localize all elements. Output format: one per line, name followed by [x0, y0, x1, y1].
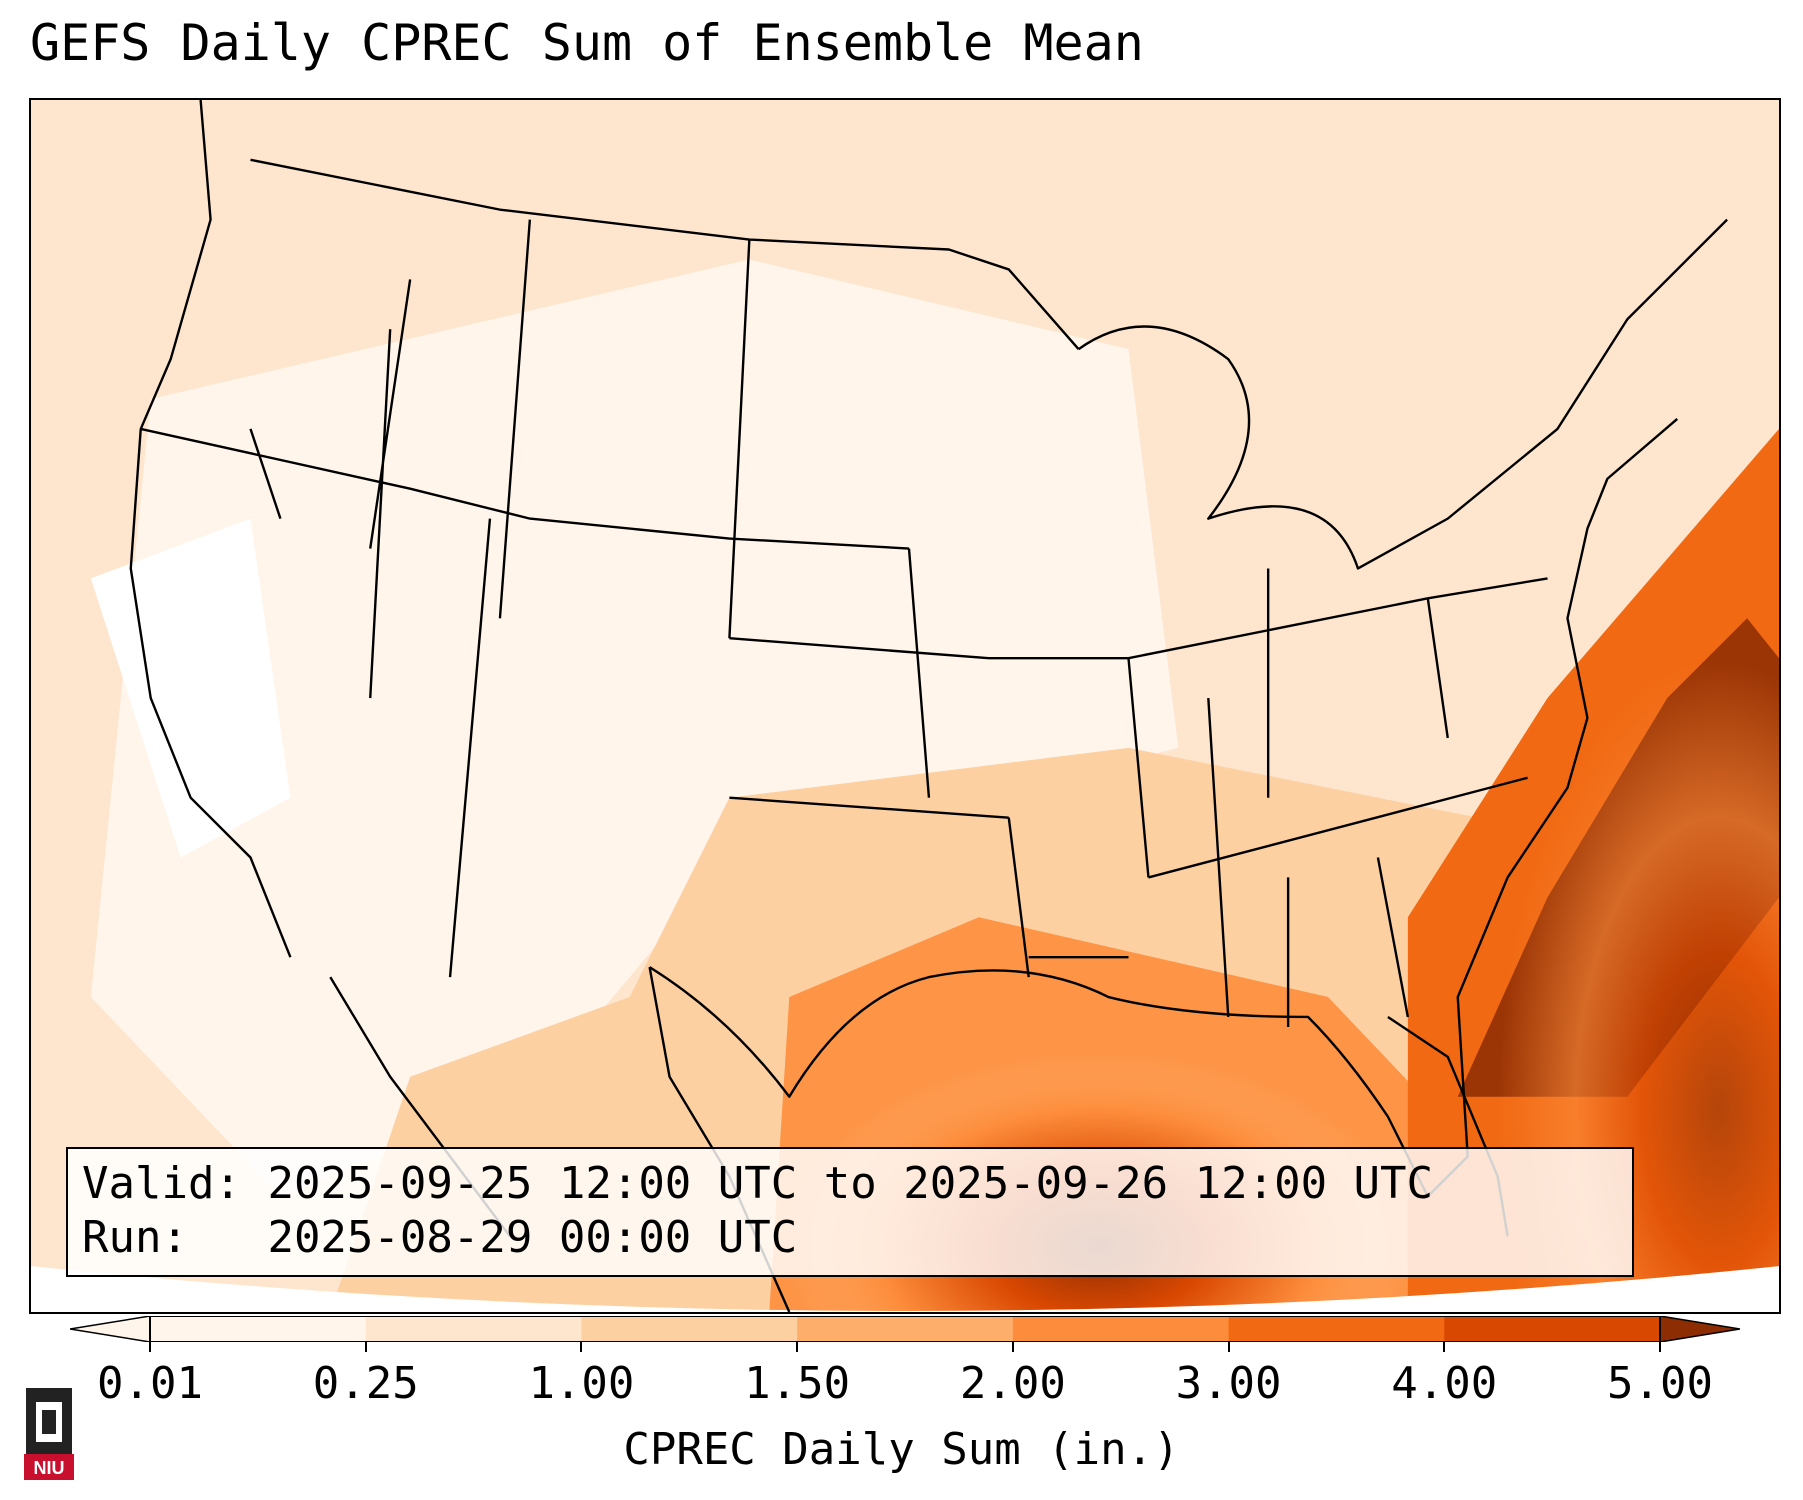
logo-tower-window	[42, 1410, 56, 1434]
colorbar-tick-mark	[580, 1342, 583, 1352]
logo-text: NIU	[34, 1458, 65, 1478]
colorbar-tick-mark	[149, 1342, 151, 1352]
state-borders-west	[140, 219, 910, 978]
gulf-coast	[648, 717, 1589, 1198]
colorbar-tick-mark	[1227, 1342, 1230, 1352]
state-borders-east	[1128, 568, 1548, 1027]
colorbar-tick-label: 4.00	[1391, 1358, 1498, 1409]
colorbar-tick-mark	[796, 1342, 799, 1352]
colorbar-tick-mark	[1659, 1342, 1661, 1352]
run-label: Run:	[82, 1212, 188, 1263]
colorbar-tick-label: 3.00	[1175, 1358, 1282, 1409]
valid-value: 2025-09-25 12:00 UTC to 2025-09-26 12:00…	[267, 1158, 1434, 1209]
niu-logo: NIU	[24, 1388, 74, 1480]
colorbar-segment	[1012, 1316, 1230, 1342]
valid-label: Valid:	[82, 1158, 241, 1209]
colorbar-outline	[149, 1316, 1661, 1342]
precip-field-white	[90, 518, 291, 858]
colorbar-extend-high	[1659, 1316, 1740, 1342]
colorbar-tick-mark	[1443, 1342, 1446, 1352]
valid-run-box: Valid: 2025-09-25 12:00 UTC to 2025-09-2…	[66, 1147, 1634, 1277]
colorbar-tick-label: 5.00	[1607, 1358, 1713, 1409]
colorbar-tick-label: 0.25	[312, 1358, 419, 1409]
precip-field-light	[90, 259, 1179, 1197]
colorbar-segment	[365, 1316, 582, 1342]
us-west-coast	[129, 100, 292, 958]
colorbar-segment	[581, 1316, 798, 1342]
state-borders-central	[729, 548, 1230, 1018]
colorbar-extend-low	[70, 1316, 151, 1342]
domain-mask-bottom	[31, 1266, 1779, 1312]
map-title: GEFS Daily CPREC Sum of Ensemble Mean	[30, 14, 1144, 72]
colorbar-tick-mark	[364, 1342, 367, 1352]
colorbar-tick-label: 1.00	[528, 1358, 635, 1409]
colorbar-tick-label: 0.01	[97, 1358, 203, 1409]
canada-border	[250, 158, 1080, 350]
colorbar-segments	[150, 1316, 1661, 1342]
colorbar-segment	[1444, 1316, 1661, 1342]
colorbar-tick-label: 1.50	[744, 1358, 851, 1409]
map-svg	[31, 100, 1779, 1312]
colorbar	[70, 1316, 1740, 1342]
colorbar-tick-label: 2.00	[959, 1358, 1066, 1409]
colorbar-segment	[1228, 1316, 1445, 1342]
colorbar-segment	[150, 1316, 367, 1342]
colorbar-tick-mark	[1011, 1342, 1014, 1352]
great-lakes	[1077, 218, 1728, 570]
logo-band	[24, 1454, 74, 1480]
colorbar-label: CPREC Daily Sum (in.)	[623, 1424, 1180, 1475]
run-value: 2025-08-29 00:00 UTC	[267, 1212, 798, 1263]
atlantic-coast	[1566, 418, 1679, 719]
precip-map[interactable]	[29, 98, 1781, 1314]
colorbar-segment	[797, 1316, 1014, 1342]
